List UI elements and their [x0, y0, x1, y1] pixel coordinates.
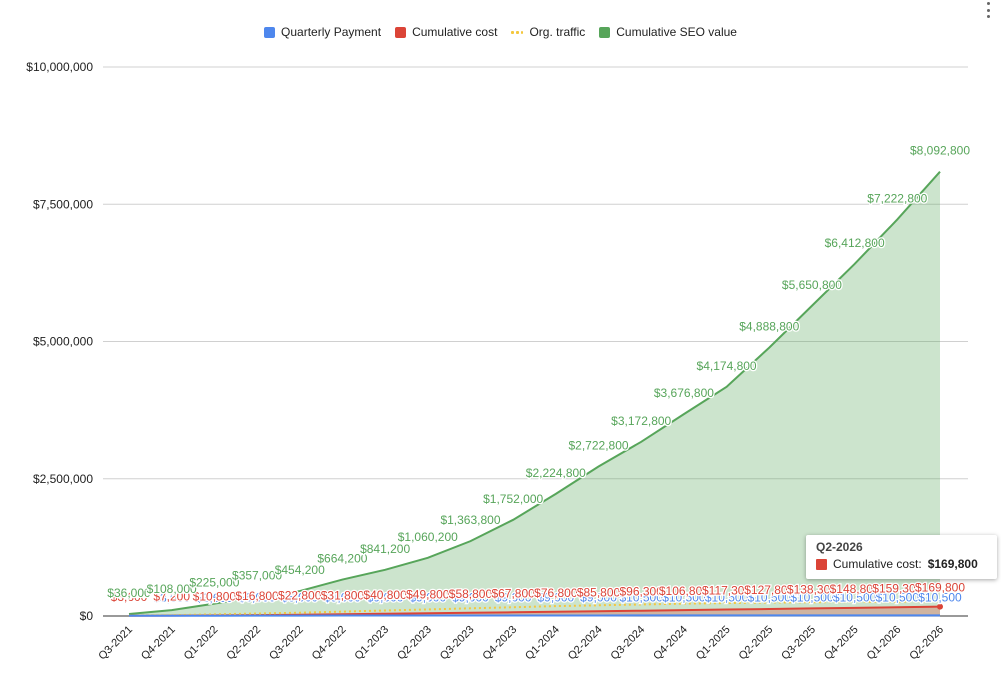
x-tick-label: Q2-2025: [737, 624, 776, 663]
data-label-cumulative-seo-value: $3,172,800: [611, 414, 671, 428]
data-label-cumulative-cost: $67,800: [491, 586, 535, 600]
data-label-cumulative-seo-value: $841,200: [360, 542, 410, 556]
legend-item-org-traffic[interactable]: Org. traffic: [511, 25, 585, 39]
data-label-cumulative-seo-value: $8,092,800: [910, 144, 970, 158]
x-tick-label: Q4-2025: [822, 624, 861, 663]
x-tick-label: Q4-2024: [651, 624, 690, 663]
x-tick-label: Q2-2024: [566, 624, 605, 663]
legend-item-cumulative-seo-value[interactable]: Cumulative SEO value: [599, 25, 737, 39]
data-label-cumulative-cost: $16,800: [235, 589, 279, 603]
data-label-cumulative-seo-value: $7,222,800: [867, 191, 927, 205]
chart-tooltip: Q2-2026 Cumulative cost: $169,800: [806, 535, 997, 579]
data-label-cumulative-seo-value: $36,000: [107, 586, 151, 600]
legend-item-cumulative-cost[interactable]: Cumulative cost: [395, 25, 497, 39]
x-tick-label: Q4-2021: [139, 624, 178, 663]
x-tick-label: Q2-2023: [395, 624, 434, 663]
x-tick-label: Q3-2025: [779, 624, 818, 663]
data-label-cumulative-cost: $31,800: [321, 588, 365, 602]
chart-legend: Quarterly Payment Cumulative cost Org. t…: [0, 25, 1001, 39]
legend-label: Org. traffic: [529, 25, 585, 39]
y-tick-label: $7,500,000: [33, 197, 93, 211]
data-label-cumulative-seo-value: $2,224,800: [526, 466, 586, 480]
legend-label: Cumulative cost: [412, 25, 497, 39]
legend-swatch-quarterly-payment: [264, 27, 275, 38]
data-label-cumulative-cost: $22,800: [278, 589, 322, 603]
data-label-cumulative-cost: $85,800: [577, 585, 621, 599]
data-label-cumulative-seo-value: $6,412,800: [825, 236, 885, 250]
more-options-icon[interactable]: [987, 2, 991, 18]
x-tick-label: Q2-2022: [224, 624, 263, 663]
y-axis: $0 $2,500,000 $5,000,000 $7,500,000 $10,000,…: [26, 60, 93, 623]
data-label-cumulative-cost: $76,800: [534, 586, 578, 600]
y-tick-label: $10,000,000: [26, 60, 93, 74]
legend-swatch-cumulative-seo-value: [599, 27, 610, 38]
y-tick-label: $5,000,000: [33, 335, 93, 349]
data-label-cumulative-cost: $169,800: [915, 581, 965, 595]
legend-swatch-org-traffic: [511, 27, 523, 38]
legend-swatch-cumulative-cost: [395, 27, 406, 38]
y-tick-label: $2,500,000: [33, 472, 93, 486]
x-tick-label: Q2-2026: [907, 624, 946, 663]
x-tick-label: Q1-2023: [352, 624, 391, 663]
data-label-cumulative-seo-value: $1,752,000: [483, 492, 543, 506]
x-tick-label: Q1-2025: [694, 624, 733, 663]
x-tick-label: Q4-2022: [310, 624, 349, 663]
legend-item-quarterly-payment[interactable]: Quarterly Payment: [264, 25, 381, 39]
data-label-cumulative-cost: $49,800: [406, 587, 450, 601]
data-label-cumulative-cost: $96,300: [620, 585, 664, 599]
tooltip-title: Q2-2026: [816, 540, 987, 554]
x-tick-label: Q1-2022: [182, 624, 221, 663]
data-label-cumulative-cost: $58,800: [449, 587, 493, 601]
tooltip-series-label: Cumulative cost:: [833, 557, 922, 571]
data-label-cumulative-cost: $10,800: [193, 589, 237, 603]
x-tick-label: Q1-2024: [523, 624, 562, 663]
data-label-cumulative-cost: $40,800: [363, 588, 407, 602]
tooltip-value: $169,800: [928, 557, 978, 571]
data-label-cumulative-seo-value: $3,676,800: [654, 386, 714, 400]
tooltip-row: Cumulative cost: $169,800: [816, 557, 987, 571]
tooltip-swatch: [816, 559, 827, 570]
data-label-cumulative-seo-value: $4,174,800: [697, 359, 757, 373]
legend-label: Quarterly Payment: [281, 25, 381, 39]
data-label-cumulative-seo-value: $4,888,800: [739, 320, 799, 334]
x-tick-label: Q1-2026: [865, 624, 904, 663]
x-tick-label: Q3-2024: [609, 624, 648, 663]
data-label-cumulative-seo-value: $1,060,200: [398, 530, 458, 544]
x-tick-label: Q3-2021: [96, 624, 135, 663]
data-label-cumulative-seo-value: $2,722,800: [568, 439, 628, 453]
x-tick-label: Q4-2023: [481, 624, 520, 663]
highlight-point: [937, 604, 943, 610]
data-label-cumulative-seo-value: $5,650,800: [782, 278, 842, 292]
y-tick-label: $0: [80, 609, 94, 623]
x-tick-label: Q3-2023: [438, 624, 477, 663]
x-tick-label: Q3-2022: [267, 624, 306, 663]
legend-label: Cumulative SEO value: [616, 25, 737, 39]
data-label-cumulative-seo-value: $1,363,800: [440, 513, 500, 527]
